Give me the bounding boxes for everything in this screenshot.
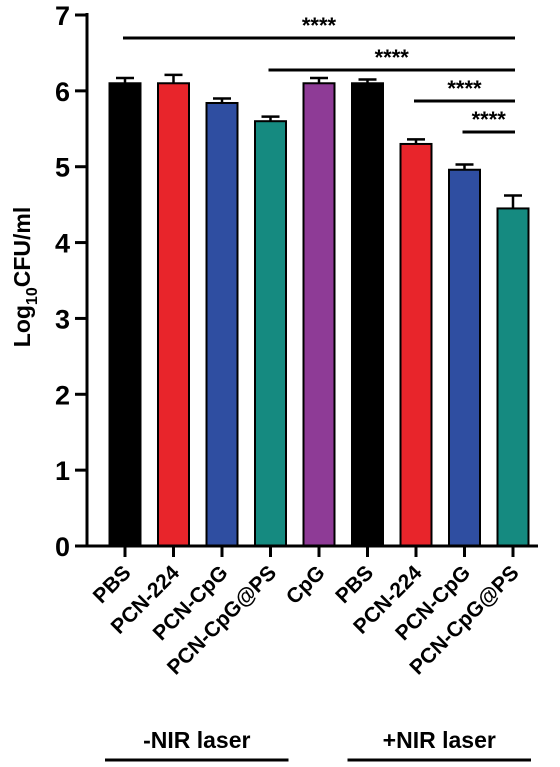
y-tick-label: 3	[55, 304, 70, 334]
error-bars	[116, 73, 522, 209]
group-label: +NIR laser	[383, 727, 496, 753]
significance-label: ****	[472, 107, 507, 132]
y-tick-label: 0	[55, 532, 70, 562]
group-label: -NIR laser	[143, 727, 250, 753]
y-tick-label: 2	[55, 380, 70, 410]
significance-brackets: **** **** **** ****	[123, 13, 515, 134]
bar	[205, 101, 239, 547]
bar	[157, 82, 190, 548]
bar	[351, 82, 384, 548]
group-labels: -NIR laser +NIR laser	[105, 727, 531, 762]
bar	[302, 82, 336, 548]
significance-label: ****	[375, 45, 410, 70]
bar	[254, 120, 287, 547]
bar	[496, 207, 530, 548]
y-axis-label: Log10CFU/ml	[9, 207, 41, 347]
x-tick-label: CpG	[282, 561, 330, 609]
bar	[108, 82, 142, 548]
significance-label: ****	[302, 13, 337, 38]
y-tick-label: 4	[55, 229, 70, 259]
bar	[399, 142, 433, 547]
y-tick-label: 1	[55, 456, 70, 486]
bar	[448, 168, 481, 547]
bars	[108, 82, 530, 548]
y-tick-label: 5	[55, 153, 70, 183]
y-tick-label: 6	[55, 77, 70, 107]
significance-label: ****	[447, 76, 482, 101]
y-axis: 0 1 2 3 4 5 6 7	[55, 1, 89, 562]
y-tick-label: 7	[55, 1, 70, 31]
